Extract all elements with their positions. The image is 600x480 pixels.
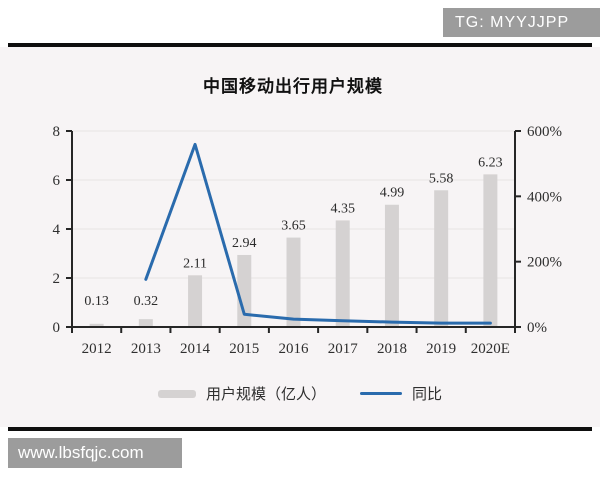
chart-card-background	[0, 47, 600, 427]
svg-text:2016: 2016	[279, 341, 310, 357]
legend-label-users: 用户规模（亿人）	[205, 387, 326, 403]
watermark-top-right-text: TG: MYYJJPP	[455, 14, 570, 31]
bar-series-swatch-icon	[157, 389, 196, 398]
svg-text:4.35: 4.35	[330, 201, 355, 216]
watermark-top-right-badge: TG: MYYJJPP	[443, 8, 600, 37]
watermark-bottom-left-badge: www.lbsfqjc.com	[8, 438, 182, 468]
svg-text:0.13: 0.13	[84, 294, 109, 309]
svg-text:8: 8	[53, 124, 61, 140]
svg-text:2018: 2018	[377, 341, 407, 357]
svg-text:2: 2	[53, 271, 61, 287]
svg-text:4.99: 4.99	[380, 186, 405, 201]
legend-item-yoy: 同比	[360, 383, 442, 404]
svg-text:3.65: 3.65	[281, 219, 306, 234]
legend-label-yoy: 同比	[412, 387, 443, 403]
svg-text:2017: 2017	[328, 341, 359, 357]
svg-text:2013: 2013	[131, 341, 161, 357]
chart-title: 中国移动出行用户规模	[203, 77, 383, 96]
svg-text:5.58: 5.58	[429, 171, 454, 186]
svg-text:600%: 600%	[527, 124, 562, 140]
svg-text:400%: 400%	[527, 189, 562, 205]
svg-text:6: 6	[53, 173, 61, 189]
watermark-bottom-left-text: www.lbsfqjc.com	[18, 443, 144, 462]
svg-text:0.32: 0.32	[134, 294, 159, 309]
legend-item-users: 用户规模（亿人）	[157, 383, 326, 404]
line-series-swatch-icon	[360, 392, 402, 395]
top-divider-rule	[8, 43, 592, 47]
svg-text:2015: 2015	[229, 341, 259, 357]
svg-text:2.11: 2.11	[183, 256, 207, 271]
svg-text:0: 0	[53, 320, 61, 336]
svg-text:2.94: 2.94	[232, 236, 257, 251]
chart-legend: 用户规模（亿人） 同比	[0, 383, 600, 404]
svg-text:0%: 0%	[527, 320, 547, 336]
svg-text:2020E: 2020E	[471, 341, 510, 357]
svg-text:2019: 2019	[426, 341, 456, 357]
svg-text:200%: 200%	[527, 255, 562, 271]
svg-text:6.23: 6.23	[478, 155, 503, 170]
svg-text:2012: 2012	[82, 341, 112, 357]
bottom-divider-rule	[8, 427, 592, 431]
svg-text:4: 4	[53, 222, 61, 238]
svg-text:2014: 2014	[180, 341, 211, 357]
